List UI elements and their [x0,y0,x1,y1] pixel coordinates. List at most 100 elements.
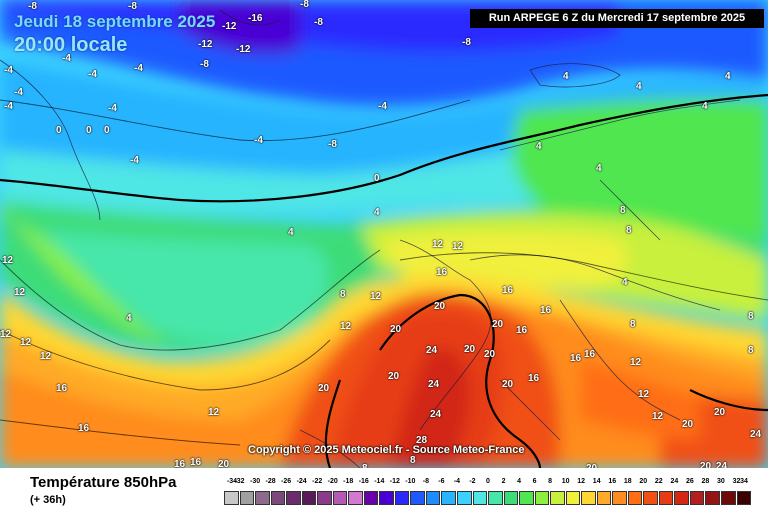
isotherm-label: 24 [426,345,438,356]
isotherm-label: -4 [62,53,71,64]
isotherm-label: -12 [198,39,213,50]
isotherm-label: 12 [652,411,664,422]
legend-tick: 20 [639,478,648,485]
legend-swatch [736,491,752,505]
legend-tick: -8 [422,478,429,485]
isotherm-label: 16 [190,457,202,468]
isotherm-label: 20 [318,383,330,394]
isotherm-label: 20 [502,379,514,390]
legend-swatch [519,491,534,505]
isotherm-label: -8 [28,1,37,12]
legend-tick: 28 [701,478,710,485]
isotherm-label: 20 [390,324,402,335]
isotherm-label: 12 [0,329,12,340]
model-run-info: Run ARPEGE 6 Z du Mercredi 17 septembre … [470,9,764,28]
legend-tick: -14 [374,478,385,485]
legend-tick: -20 [327,478,338,485]
parameter-lead-time: (+ 36h) [30,494,66,506]
isotherm-label: 12 [2,255,14,266]
isotherm-label: 16 [570,353,582,364]
isotherm-label: 16 [78,423,90,434]
isotherm-label: 4 [725,71,731,82]
isotherm-label: 16 [174,459,186,469]
legend-swatch [627,491,643,505]
isotherm-label: 20 [464,344,476,355]
map-canvas [0,0,768,468]
isotherm-label: 8 [748,311,754,322]
isotherm-label: 8 [620,205,626,216]
temperature-map: -8 -8 -12 -16 -12 -8 -12 -8 -8 -8 -4 -4 -4 -4 -4 -4 -4 -8… [0,0,768,468]
legend-swatch [674,491,689,505]
isotherm-label: 24 [750,429,762,440]
isotherm-label: 16 [516,325,528,336]
legend-swatch [550,491,565,505]
legend-swatch [472,491,488,505]
isotherm-label: 20 [434,301,446,312]
legend-tick: 14 [592,478,601,485]
isotherm-label: 20 [492,319,504,330]
legend-tick: -2 [469,478,476,485]
legend-tick: 30 [717,478,725,485]
isotherm-label: 12 [452,241,464,252]
isotherm-label: 4 [536,141,542,152]
isotherm-label: 16 [540,305,552,316]
legend-swatch [317,491,332,505]
isotherm-label: 4 [563,71,569,82]
isotherm-label: -16 [248,13,263,24]
isotherms-thin [0,99,768,446]
legend-swatch [612,491,627,505]
legend-tick: 16 [608,478,617,485]
isotherm-label: 16 [584,349,596,360]
legend-tick-labels: -34 -32 -30 -28 -26 -24 -22 -20 -18 -16 -14 -12 -10-… [224,478,752,489]
isotherm-label: -8 [462,37,471,48]
isotherm-label: -4 [130,155,139,166]
isotherm-label: 12 [208,407,220,418]
isotherm-label: 24 [430,409,442,420]
legend-tick: 32 [732,478,741,485]
isotherm-label: 12 [432,239,444,250]
legend-tick: -30 [249,478,261,485]
legend-tick: 22 [654,478,663,485]
legend-swatch [363,491,379,505]
legend-swatch [255,491,270,505]
legend-tick: 10 [561,478,570,485]
legend-tick: 24 [670,478,679,485]
isotherm-label: 4 [596,163,602,174]
isotherm-label: 8 [630,319,636,330]
isotherm-label: 8 [362,464,368,469]
isotherm-label: 20 [586,464,597,469]
legend-tick: 18 [623,478,632,485]
isotherm-label: 0 [86,125,92,136]
isotherm-label: -4 [108,103,117,114]
forecast-time: 20:00 locale [14,34,128,56]
legend-swatch [534,491,550,505]
legend-swatch [565,491,581,505]
copyright-notice: Copyright © 2025 Meteociel.fr - Source M… [248,444,525,456]
isotherm-label: 12 [630,357,642,368]
legend-swatch [270,491,286,505]
legend-swatch [596,491,612,505]
isotherm-label: -4 [14,87,23,98]
legend-tick: -4 [453,478,461,485]
legend-tick: 12 [577,478,586,485]
isotherm-label: -8 [128,1,137,12]
legend-swatch [721,491,736,505]
isotherm-label: 16 [502,285,514,296]
isotherm-label: -4 [4,65,13,76]
isotherm-label: 12 [20,337,32,348]
isotherm-label: 16 [528,373,540,384]
isotherm-label: -12 [236,44,251,55]
legend-swatch [301,491,317,505]
legend-swatch [224,491,239,505]
legend-swatch [394,491,410,505]
legend-swatch [332,491,348,505]
legend-swatch [379,491,394,505]
isotherm-label: 20 [682,419,694,430]
isotherm-label: 24 [428,379,440,390]
parameter-title: Température 850hPa [30,474,177,491]
legend-swatch [456,491,472,505]
legend-swatch [705,491,720,505]
legend-tick: 2 [501,478,506,485]
isotherm-label: 28 [416,435,428,446]
legend-tick: -12 [389,478,400,485]
